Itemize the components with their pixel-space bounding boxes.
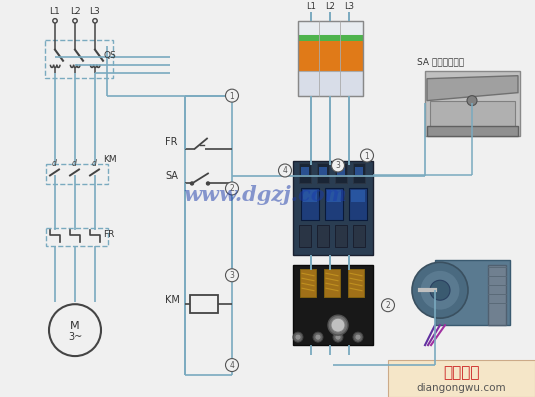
Text: SA 脚踏开关常开: SA 脚踏开关常开 — [417, 58, 464, 67]
Bar — [293, 265, 373, 345]
Circle shape — [355, 334, 361, 340]
Bar — [298, 35, 363, 41]
Circle shape — [420, 270, 460, 310]
Circle shape — [333, 332, 343, 342]
Bar — [293, 160, 373, 255]
Circle shape — [313, 332, 323, 342]
Circle shape — [49, 304, 101, 356]
Circle shape — [190, 182, 194, 185]
Bar — [425, 71, 520, 135]
Text: www.dgzj.com: www.dgzj.com — [183, 185, 347, 205]
Text: L1: L1 — [306, 2, 316, 11]
Text: M: M — [70, 321, 80, 331]
Text: FR: FR — [103, 230, 114, 239]
Text: L2: L2 — [70, 7, 80, 16]
Text: diangongwu.com: diangongwu.com — [416, 383, 506, 393]
Bar — [298, 21, 363, 35]
Bar — [337, 168, 345, 175]
Bar — [353, 164, 365, 183]
Bar — [348, 269, 364, 297]
Bar — [388, 360, 535, 397]
Bar — [349, 189, 367, 220]
Circle shape — [225, 182, 239, 195]
Bar — [327, 191, 341, 202]
Circle shape — [430, 280, 450, 300]
Text: L2: L2 — [325, 2, 335, 11]
Text: d: d — [91, 160, 96, 168]
Bar — [325, 189, 343, 220]
Circle shape — [73, 19, 77, 23]
Bar — [488, 265, 506, 325]
Bar — [335, 164, 347, 183]
Text: L3: L3 — [344, 2, 354, 11]
Bar — [298, 21, 363, 96]
Text: KM: KM — [103, 156, 117, 164]
Bar — [301, 168, 309, 175]
Text: 3: 3 — [335, 162, 340, 170]
Text: L3: L3 — [90, 7, 101, 16]
Bar — [303, 191, 317, 202]
Circle shape — [225, 269, 239, 282]
Text: 2: 2 — [386, 301, 391, 310]
Bar — [427, 125, 518, 135]
Circle shape — [295, 334, 301, 340]
Bar — [430, 100, 515, 129]
Bar — [301, 189, 319, 220]
Text: 3~: 3~ — [68, 332, 82, 342]
Bar — [319, 168, 327, 175]
Circle shape — [331, 318, 345, 332]
Bar — [300, 269, 316, 297]
Bar — [317, 225, 329, 247]
Circle shape — [315, 334, 321, 340]
Circle shape — [279, 164, 292, 177]
Bar — [335, 225, 347, 247]
Circle shape — [412, 262, 468, 318]
Bar — [298, 41, 363, 71]
Text: 3: 3 — [230, 271, 234, 280]
Bar — [46, 164, 108, 185]
Bar — [435, 260, 510, 325]
Text: 电工之屋: 电工之屋 — [443, 366, 479, 381]
Circle shape — [93, 19, 97, 23]
Bar — [299, 164, 311, 183]
Bar — [353, 225, 365, 247]
Text: KM: KM — [165, 295, 180, 305]
Bar — [45, 40, 113, 78]
Text: d: d — [72, 160, 77, 168]
Text: FR: FR — [165, 137, 178, 146]
Polygon shape — [427, 76, 518, 100]
Circle shape — [328, 315, 348, 335]
Circle shape — [353, 332, 363, 342]
Text: 1: 1 — [365, 152, 369, 160]
Bar — [190, 295, 218, 313]
Bar — [351, 191, 365, 202]
Circle shape — [332, 159, 345, 172]
Circle shape — [467, 96, 477, 106]
Bar — [298, 71, 363, 96]
Text: 1: 1 — [230, 92, 234, 100]
Bar — [46, 228, 108, 246]
Circle shape — [207, 182, 210, 185]
Circle shape — [225, 89, 239, 102]
Text: 4: 4 — [282, 166, 287, 175]
Circle shape — [53, 19, 57, 23]
Text: L1: L1 — [50, 7, 60, 16]
Bar — [355, 168, 363, 175]
Circle shape — [225, 358, 239, 372]
Bar — [324, 269, 340, 297]
Bar — [299, 225, 311, 247]
Circle shape — [361, 149, 373, 162]
Text: 4: 4 — [230, 361, 234, 370]
Text: QS: QS — [104, 51, 117, 60]
Circle shape — [293, 332, 303, 342]
Text: d: d — [51, 160, 56, 168]
Text: SA: SA — [165, 172, 178, 181]
Circle shape — [335, 334, 341, 340]
Bar — [317, 164, 329, 183]
Text: 2: 2 — [230, 185, 234, 193]
Circle shape — [381, 299, 394, 312]
